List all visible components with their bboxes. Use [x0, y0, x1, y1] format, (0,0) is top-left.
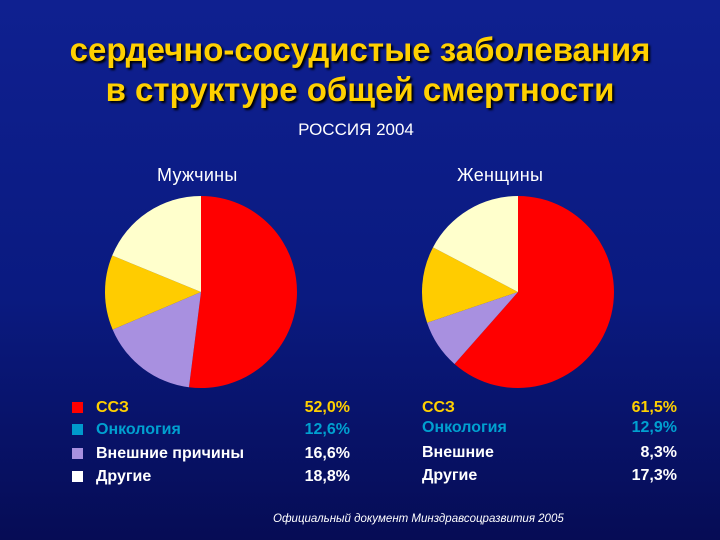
legend-value: 8,3%: [640, 444, 677, 461]
legend-swatch: [72, 471, 83, 482]
pie-title-men: Мужчины: [157, 165, 238, 185]
pie-slice-other: [433, 196, 518, 292]
legend-label: ССЗ: [422, 399, 455, 416]
legend-value: 52,0%: [304, 399, 350, 416]
legend-swatch: [72, 424, 83, 435]
legend-value: 18,8%: [304, 468, 350, 485]
subtitle-text: РОССИЯ 2004: [298, 120, 414, 139]
pie-slice-css: [188, 196, 297, 388]
pie-slice-other: [112, 196, 201, 292]
pie-chart-women: [421, 196, 615, 388]
title-line-2: в структуре общей смертности: [105, 71, 615, 108]
legend-value: 17,3%: [631, 467, 677, 484]
legend-swatch: [72, 448, 83, 459]
legend-value: 12,6%: [304, 421, 350, 438]
pie-slice-oncology: [104, 255, 201, 330]
pie-slice-external: [112, 292, 201, 388]
legend-label: Онкология: [96, 421, 181, 438]
legend-value: 61,5%: [631, 399, 677, 416]
legend-value: 12,9%: [631, 419, 677, 436]
legend-label: ССЗ: [96, 399, 129, 416]
legend-label: Другие: [96, 468, 152, 485]
subtitle: РОССИЯ 2004: [0, 120, 720, 140]
pie-slice-oncology: [421, 247, 518, 323]
legend-label: Другие: [422, 467, 478, 484]
slide-title: сердечно-сосудистые заболевания в структ…: [0, 30, 720, 110]
legend-value: 16,6%: [304, 445, 350, 462]
pie-slice-css: [454, 196, 615, 388]
legend-label: Внешние: [422, 444, 494, 461]
pie-title-women: Женщины: [457, 165, 544, 185]
legend-label: Онкология: [422, 419, 507, 436]
legend-swatch: [72, 402, 83, 413]
title-line-1: сердечно-сосудистые заболевания: [69, 31, 651, 68]
footnote: Официальный документ Минздравсоцразвития…: [273, 513, 564, 525]
pie-chart-men: [104, 196, 297, 388]
legend-label: Внешние причины: [96, 445, 245, 462]
pie-slice-external: [427, 292, 518, 365]
